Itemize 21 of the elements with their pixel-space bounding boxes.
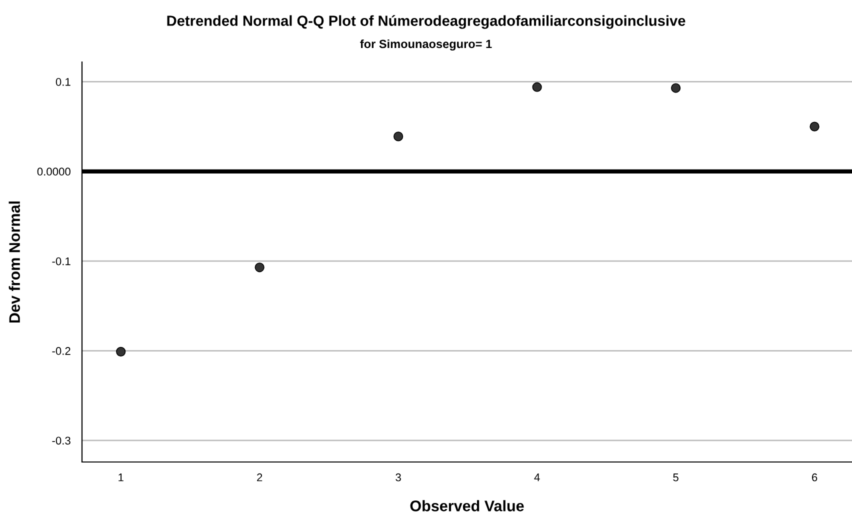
y-tick-label: -0.3 <box>52 436 70 445</box>
x-tick-label: 4 <box>534 474 540 482</box>
x-axis-title: Observed Value <box>410 500 524 512</box>
point <box>532 82 542 92</box>
point <box>810 122 820 132</box>
y-tick-label: -0.1 <box>52 257 70 266</box>
x-tick-label: 1 <box>118 474 124 482</box>
x-tick-label: 3 <box>396 473 401 482</box>
y-axis-title: Dev from Normal <box>8 202 20 323</box>
x-tick-label: 5 <box>673 474 678 482</box>
point <box>394 132 404 142</box>
chart-title: Detrended Normal Q-Q Plot of Númerodeagregadofamiliarconsigoinclusive <box>167 15 686 29</box>
point <box>254 262 264 272</box>
x-tick-label: 6 <box>812 473 818 482</box>
point <box>116 346 126 356</box>
y-tick-label: 0.1 <box>56 78 70 86</box>
x-tick-label: 2 <box>257 473 262 482</box>
y-tick-label: 0.0000 <box>37 168 70 176</box>
point <box>670 83 681 93</box>
chart-subtitle: for Simounaoseguro= 1 <box>360 39 492 51</box>
y-tick-label: -0.2 <box>52 347 70 355</box>
